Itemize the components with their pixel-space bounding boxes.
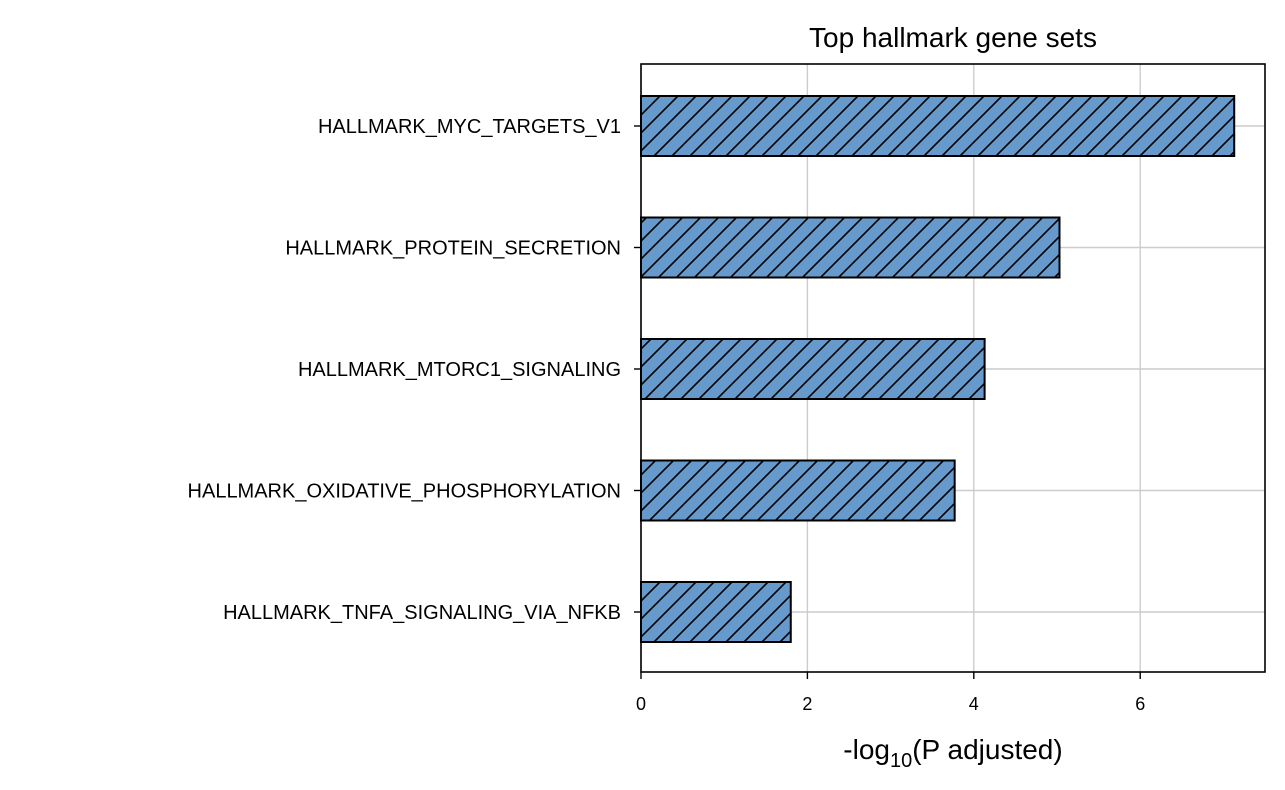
x-tick-label: 6 [1135,694,1145,714]
x-axis: 0 2 4 6 [636,672,1145,714]
bar [640,338,986,400]
bars [640,95,1236,643]
category-label: HALLMARK_OXIDATIVE_PHOSPHORYLATION [188,481,621,503]
y-axis: HALLMARK_MYC_TARGETS_V1 HALLMARK_PROTEIN_… [188,116,641,624]
x-axis-label-subscript: 10 [890,750,912,772]
x-axis-label-prefix: -log [843,734,890,765]
bar [640,459,956,522]
category-label: HALLMARK_PROTEIN_SECRETION [285,238,621,260]
x-tick-label: 0 [636,694,646,714]
bar [640,95,1236,157]
x-axis-label: -log10(P adjusted) [843,734,1062,772]
chart-title: Top hallmark gene sets [809,22,1097,53]
bar [640,581,792,643]
x-axis-label-suffix: (P adjusted) [912,734,1062,765]
category-label: HALLMARK_MTORC1_SIGNALING [298,359,621,381]
category-label: HALLMARK_MYC_TARGETS_V1 [318,116,621,138]
x-tick-label: 4 [969,694,979,714]
bar [640,216,1061,279]
plot-frame [640,63,1266,673]
x-tick-label: 2 [802,694,812,714]
category-label: HALLMARK_TNFA_SIGNALING_VIA_NFKB [223,602,621,624]
